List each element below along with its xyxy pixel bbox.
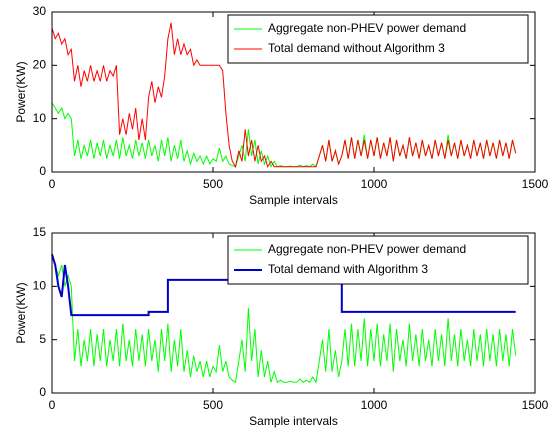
axes-box: [51, 11, 536, 173]
y-tick-label: 0: [39, 164, 46, 178]
legend-label: Aggregate non-PHEV power demand: [268, 242, 466, 256]
y-tick-label: 10: [33, 111, 47, 125]
x-tick-label: 1500: [522, 398, 549, 412]
y-tick-label: 15: [33, 225, 47, 239]
axes-box: [51, 232, 536, 394]
data-line: [51, 254, 517, 384]
y-tick-label: 10: [33, 279, 47, 293]
legend: Aggregate non-PHEV power demand Total dem…: [227, 235, 529, 285]
x-tick-label: 0: [49, 398, 56, 412]
panel: 0 500 1000 1500 0 10 20 30 Sample intervals Power…: [14, 4, 548, 207]
legend-label: Total demand with Algorithm 3: [268, 262, 428, 276]
data-line: [51, 22, 517, 169]
x-axis-label: Sample intervals: [249, 414, 338, 428]
x-tick-label: 500: [203, 177, 223, 191]
y-tick-label: 30: [33, 4, 47, 18]
legend-box: [227, 235, 529, 285]
y-axis-label: Power(KW): [14, 282, 28, 343]
panel: 0 500 1000 1500 0 5 10 15 Sample intervals Power(…: [14, 225, 548, 428]
y-tick-label: 0: [39, 385, 46, 399]
x-tick-label: 1000: [361, 398, 388, 412]
y-axis-label: Power(KW): [14, 61, 28, 122]
legend: Aggregate non-PHEV power demand Total dem…: [227, 14, 529, 64]
x-tick-label: 1500: [522, 177, 549, 191]
legend-label: Total demand without Algorithm 3: [268, 41, 445, 55]
x-tick-label: 500: [203, 398, 223, 412]
legend-box: [227, 14, 529, 64]
legend-label: Aggregate non-PHEV power demand: [268, 21, 466, 35]
x-axis-label: Sample intervals: [249, 193, 338, 207]
y-tick-label: 20: [33, 58, 47, 72]
x-tick-label: 1000: [361, 177, 388, 191]
y-tick-label: 5: [39, 332, 46, 346]
x-tick-label: 0: [49, 177, 56, 191]
